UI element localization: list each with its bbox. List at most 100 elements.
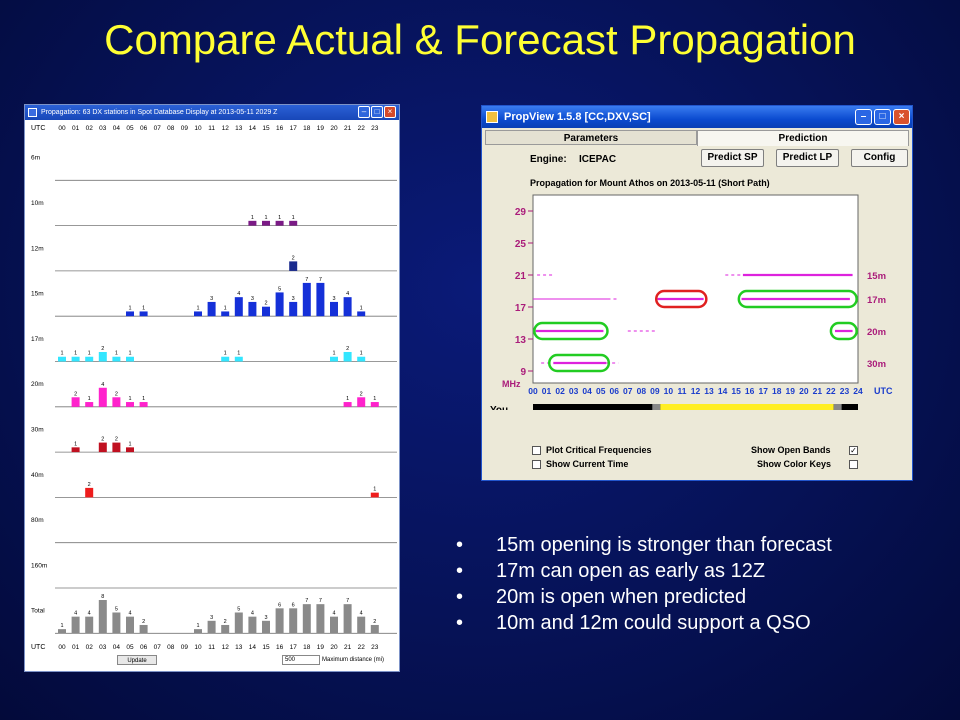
histogram-bar	[370, 492, 379, 498]
histogram-bar	[126, 311, 134, 317]
hour-tick-label: 19	[317, 644, 325, 651]
propagation-window-titlebar[interactable]: Propagation: 63 DX stations in Spot Data…	[25, 105, 399, 120]
histogram-bar	[262, 306, 270, 317]
bullet-dot-icon: •	[456, 534, 464, 556]
hour-tick-label: 03	[99, 125, 107, 132]
show-color-keys-checkbox[interactable]	[849, 460, 858, 469]
hour-tick-label: 09	[650, 386, 660, 396]
histogram-bar	[343, 604, 352, 634]
histogram-bar	[248, 616, 257, 634]
show-open-bands-checkbox[interactable]: ✓	[849, 446, 858, 455]
bar-count-label: 2	[224, 619, 227, 625]
hour-tick-label: 11	[208, 644, 215, 651]
you-daylight-bar-label: You	[490, 405, 508, 410]
hour-tick-label: 15	[262, 125, 270, 132]
hour-tick-label: 03	[569, 386, 579, 396]
histogram-bar	[139, 311, 148, 317]
show-current-time-checkbox[interactable]	[532, 460, 541, 469]
histogram-bar	[221, 311, 230, 317]
slide-title: Compare Actual & Forecast Propagation	[104, 16, 856, 63]
hour-tick-label: 09	[181, 125, 189, 132]
bar-count-label: 2	[346, 346, 349, 352]
y-tick-label: 17	[515, 303, 527, 314]
close-icon[interactable]: ×	[384, 106, 396, 118]
prediction-plot-area	[532, 194, 859, 384]
band-label: 20m	[867, 327, 886, 338]
update-button[interactable]: Update	[117, 655, 157, 665]
histogram-bar	[98, 442, 107, 453]
you-daylight-bar-day	[660, 404, 834, 410]
tab-prediction[interactable]: Prediction	[697, 130, 909, 146]
minimize-icon[interactable]: –	[855, 109, 872, 125]
maximize-icon[interactable]: □	[371, 106, 383, 118]
hour-tick-label: 15	[262, 644, 270, 651]
hour-tick-label: 06	[610, 386, 620, 396]
minimize-icon[interactable]: –	[358, 106, 370, 118]
histogram-bar	[126, 356, 134, 362]
bar-count-label: 1	[142, 305, 145, 311]
bar-count-label: 2	[292, 255, 295, 261]
bar-count-label: 1	[332, 351, 335, 357]
histogram-bar	[221, 356, 230, 362]
bar-count-label: 7	[305, 598, 308, 604]
band-label: 160m	[31, 562, 47, 569]
hour-tick-label: 10	[664, 386, 674, 396]
predict-lp-button[interactable]: Predict LP	[776, 149, 839, 167]
hour-tick-label: 22	[358, 125, 366, 132]
histogram-bar	[248, 301, 257, 317]
bar-count-label: 4	[346, 291, 349, 297]
bar-count-label: 4	[88, 611, 91, 617]
hour-tick-label: 13	[235, 125, 243, 132]
max-distance-input[interactable]: 500	[282, 655, 320, 665]
bar-count-label: 1	[360, 351, 363, 357]
tab-parameters[interactable]: Parameters	[485, 130, 697, 145]
predict-sp-button[interactable]: Predict SP	[701, 149, 764, 167]
histogram-bar	[330, 356, 338, 362]
hour-tick-label: 18	[772, 386, 782, 396]
hour-tick-label: 21	[344, 644, 352, 651]
histogram-bar	[194, 311, 202, 317]
bar-count-label: 1	[373, 396, 376, 402]
config-button[interactable]: Config	[851, 149, 908, 167]
highlight-oval	[829, 321, 858, 341]
histogram-bar	[194, 629, 202, 634]
hour-tick-label: 11	[677, 386, 686, 396]
band-label: 6m	[31, 155, 40, 162]
bar-count-label: 7	[319, 598, 322, 604]
bullet-dot-icon: •	[456, 560, 464, 582]
propview-titlebar[interactable]: PropView 1.5.8 [CC,DXV,SC] – □ ×	[482, 106, 912, 128]
hour-tick-label: 04	[582, 386, 592, 396]
y-tick-label: 25	[515, 239, 527, 250]
bar-count-label: 1	[373, 487, 376, 493]
close-icon[interactable]: ×	[893, 109, 910, 125]
histogram-bar	[126, 447, 134, 453]
hour-tick-label: 08	[167, 125, 175, 132]
hour-tick-label: 18	[303, 644, 311, 651]
bullet-item: • 10m and 12m could support a QSO	[454, 610, 954, 636]
hour-tick-label: 01	[542, 386, 552, 396]
bar-count-label: 1	[88, 396, 91, 402]
hour-tick-label: 17	[758, 386, 768, 396]
histogram-bar	[343, 351, 352, 362]
histogram-bar	[207, 620, 216, 634]
bar-count-label: 2	[264, 301, 267, 307]
histogram-bar	[330, 301, 338, 317]
bar-count-label: 1	[196, 305, 199, 311]
plot-critical-frequencies-checkbox[interactable]	[532, 446, 541, 455]
hour-tick-label: 00	[58, 125, 66, 132]
highlight-oval	[737, 289, 858, 309]
bar-count-label: 1	[142, 396, 145, 402]
hour-tick-label: 06	[140, 644, 148, 651]
maximize-icon[interactable]: □	[874, 109, 891, 125]
histogram-bar	[71, 397, 80, 407]
bar-count-label: 4	[237, 291, 240, 297]
histogram-bar	[262, 620, 270, 634]
band-label: 15m	[867, 271, 886, 282]
histogram-bar	[234, 297, 243, 317]
hour-tick-label: 16	[276, 125, 284, 132]
histogram-bar	[289, 261, 298, 271]
band-label: 12m	[31, 245, 44, 252]
band-label: 80m	[31, 517, 44, 524]
histogram-bar	[275, 608, 284, 634]
